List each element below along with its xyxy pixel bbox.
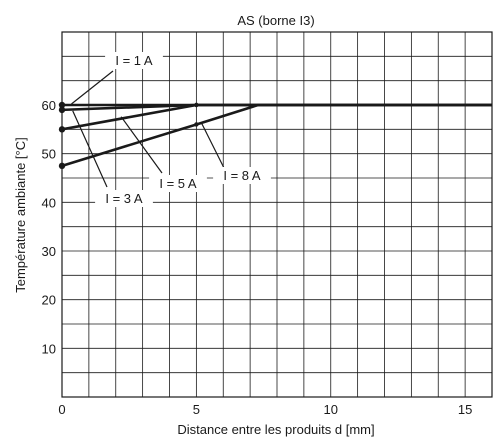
series-label: I = 3 A <box>105 191 143 206</box>
annotations: I = 1 A I = 3 A I = 5 A I = 8 A <box>71 52 271 207</box>
series-start-marker <box>58 162 66 170</box>
y-tick-label: 50 <box>42 147 56 162</box>
series-line <box>61 103 492 168</box>
series-label: I = 1 A <box>115 53 153 68</box>
series-label: I = 8 A <box>223 168 261 183</box>
series-start-marker <box>58 126 66 133</box>
x-tick-label: 0 <box>58 402 65 417</box>
annotation-leader-line <box>201 123 227 173</box>
x-tick-label: 10 <box>324 402 338 417</box>
tick-labels: 0 5 10 15 10 20 30 40 50 60 <box>42 98 473 417</box>
annotation-background <box>213 167 271 184</box>
annotation-background <box>105 52 163 69</box>
annotation-background <box>95 190 153 207</box>
annotation-background <box>149 175 207 192</box>
series-start-marker <box>58 101 66 109</box>
y-tick-label: 30 <box>42 244 56 259</box>
chart-title: AS (borne I3) <box>237 13 314 28</box>
annotation-leader-line <box>120 116 163 174</box>
x-axis-label: Distance entre les produits d [mm] <box>177 422 374 437</box>
series-layer <box>58 101 492 170</box>
x-tick-label: 5 <box>193 402 200 417</box>
y-tick-label: 10 <box>42 341 56 356</box>
plot-frame <box>61 31 493 398</box>
annotation-leader-line <box>71 70 114 105</box>
y-tick-label: 40 <box>42 195 56 210</box>
series-start-marker <box>58 106 66 114</box>
series-label: I = 5 A <box>159 176 197 191</box>
series-point-marker <box>194 122 199 127</box>
annotation-leader-line <box>72 110 108 188</box>
y-tick-label: 20 <box>42 293 56 308</box>
y-tick-label: 60 <box>42 98 56 113</box>
x-tick-label: 15 <box>458 402 472 417</box>
series-point-marker <box>194 102 199 108</box>
grid <box>62 32 492 397</box>
y-axis-label: Température ambiante [°C] <box>13 137 28 293</box>
